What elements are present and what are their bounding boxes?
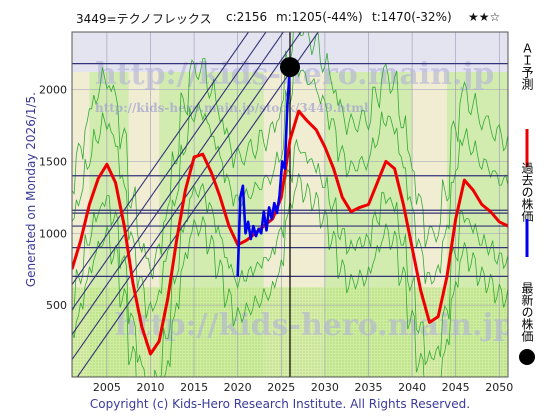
series-past-price [236,67,292,277]
generated-date-label: Generated on Monday 2026/1/5. [24,92,38,288]
header-t: t:1470(-32%) [372,10,452,24]
legend-swatch [519,349,535,365]
plot-frame [71,31,509,378]
x-tick-label: 2035 [354,381,382,394]
y-axis-ticks: 500 1000 1500 2000 [39,84,67,313]
x-tick-label: 2050 [485,381,513,394]
trend-line [72,32,267,311]
latest-price-marker [280,57,300,78]
watermark-sub: http://kids-hero.main.jp/stock/3449.html [95,101,369,115]
x-axis-ticks: 2005 2010 2015 2020 2025 2030 2035 2040 2045 2050 [93,381,513,394]
header-m: m:1205(-44%) [276,10,363,24]
trend-line [76,32,319,377]
y-tick-label: 2000 [39,84,67,97]
trend-line [72,32,285,336]
y-tick-label: 500 [46,299,67,312]
x-tick-label: 2010 [136,381,164,394]
latest-marker-group [280,57,300,78]
watermark: http://kids-hero.main.jp http://kids-her… [95,57,508,343]
x-tick-label: 2020 [224,381,252,394]
legend-label: 過去の株価 [520,162,534,222]
x-tick-label: 2025 [267,381,295,394]
series-ai-forecast [72,109,508,356]
y-tick-label: 1000 [39,227,67,240]
y-tick-label: 1500 [39,155,67,168]
series-lines [72,67,508,356]
header-current: c:2156 [226,10,268,24]
copyright-footer: Copyright (c) Kids-Hero Research Institu… [89,397,471,411]
legend-label: 最新の株価 [520,282,534,342]
x-tick-label: 2005 [93,381,121,394]
x-tick-label: 2040 [398,381,426,394]
header-stars: ★★☆ [468,10,501,24]
x-tick-label: 2015 [180,381,208,394]
header-ticker: 3449=テクノフレックス [76,12,212,26]
x-tick-label: 2045 [442,381,470,394]
legend-label: ＡＩ予測 [520,42,534,91]
trend-line [72,32,250,286]
x-tick-label: 2030 [311,381,339,394]
